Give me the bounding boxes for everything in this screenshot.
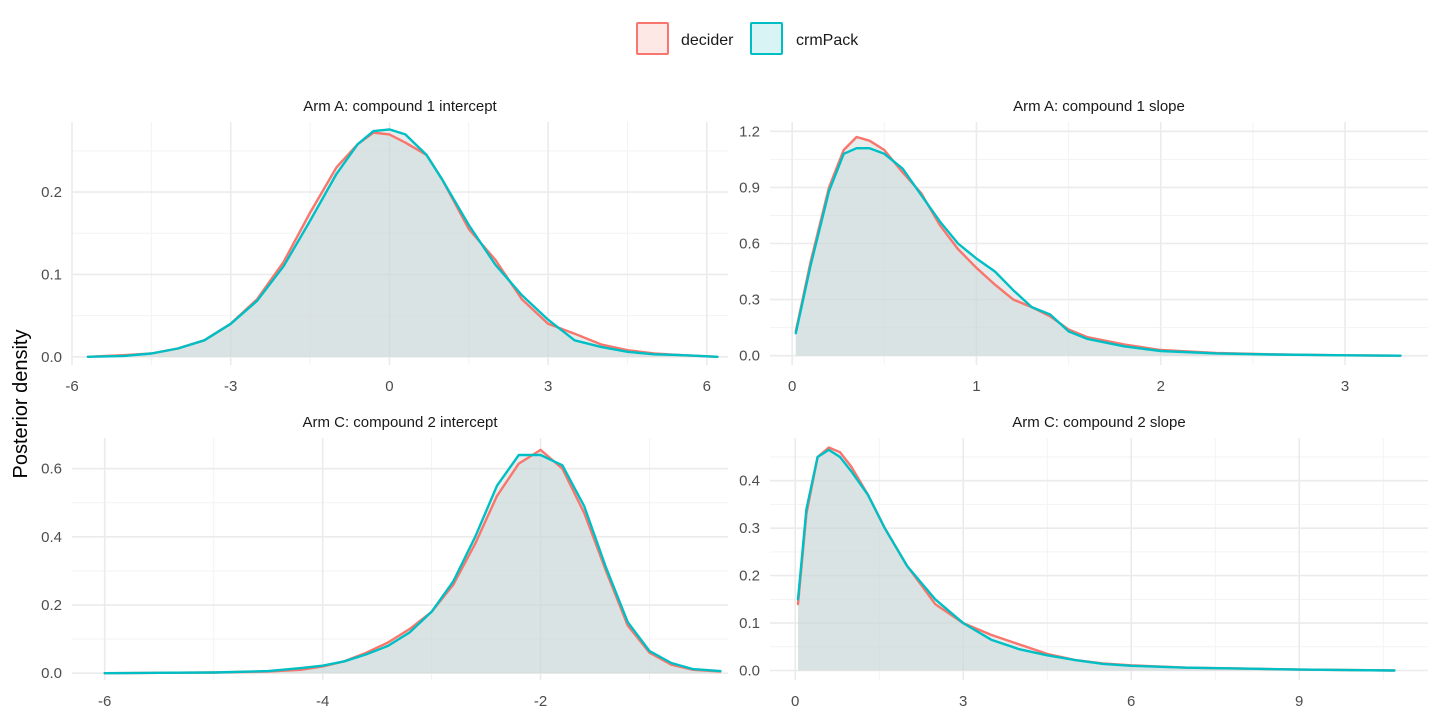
x-tick-label: 9 xyxy=(1295,693,1303,710)
density-area-crmpack xyxy=(104,455,721,674)
panel-3: -6 -4 -2 0.0 0.2 0.4 0.6 Arm C: compound 2 inte… xyxy=(41,414,728,710)
panel-title: Arm C: compound 2 slope xyxy=(1012,414,1185,431)
y-tick-label: 0.3 xyxy=(739,292,760,309)
legend-label-crmpack: crmPack xyxy=(796,32,859,49)
x-tick-label: -4 xyxy=(316,693,329,710)
y-tick-label: 0.0 xyxy=(739,663,760,680)
y-tick-label: 0.2 xyxy=(739,568,760,585)
y-tick-label: 0.4 xyxy=(41,529,62,546)
x-tick-label: 1 xyxy=(972,378,980,395)
y-tick-label: 0.1 xyxy=(41,266,62,283)
y-tick-label: 0.9 xyxy=(739,179,760,196)
legend-key-decider xyxy=(636,22,669,55)
y-tick-label: 0.6 xyxy=(739,236,760,253)
legend: decider crmPack xyxy=(636,22,859,55)
density-area-crmpack xyxy=(795,148,1401,356)
y-tick-label: 1.2 xyxy=(739,123,760,140)
y-axis-title: Posterior density xyxy=(10,330,32,479)
panel-2: 0 1 2 3 0.0 0.3 0.6 0.9 1.2 Arm A: compound 1 slo… xyxy=(739,98,1428,395)
x-tick-label: 6 xyxy=(1127,693,1135,710)
density-area-decider xyxy=(104,449,721,674)
x-tick-label: 0 xyxy=(788,378,796,395)
x-tick-label: 6 xyxy=(703,378,711,395)
density-line-crmpack xyxy=(794,146,1402,357)
legend-key-crmpack xyxy=(750,22,783,55)
x-tick-label: 3 xyxy=(959,693,967,710)
y-tick-label: 0.2 xyxy=(41,597,62,614)
x-tick-label: 2 xyxy=(1157,378,1165,395)
density-area-crmpack xyxy=(87,129,718,357)
x-tick-label: -2 xyxy=(534,693,547,710)
y-tick-label: 0.2 xyxy=(41,184,62,201)
legend-label-decider: decider xyxy=(681,32,734,49)
facet-panels: -6 -3 0 3 6 0.0 0.1 0.2 Arm A: compound 1 interc… xyxy=(41,98,1428,710)
density-area-decider xyxy=(87,132,718,357)
density-area-decider xyxy=(795,137,1401,356)
density-line-crmpack xyxy=(86,128,719,358)
panel-title: Arm A: compound 1 intercept xyxy=(303,98,497,115)
panel-4: 0 3 6 9 0.0 0.1 0.2 0.3 0.4 Arm C: compound 2 slo… xyxy=(739,414,1428,710)
x-tick-label: 3 xyxy=(544,378,552,395)
x-tick-label: -6 xyxy=(65,378,78,395)
density-line-decider xyxy=(103,448,722,675)
y-tick-label: 0.0 xyxy=(41,349,62,366)
density-area-crmpack xyxy=(798,449,1395,671)
x-tick-label: 0 xyxy=(385,378,393,395)
density-line-crmpack xyxy=(103,453,722,675)
x-tick-label: 0 xyxy=(791,693,799,710)
x-tick-label: -3 xyxy=(224,378,237,395)
density-area-decider xyxy=(798,447,1395,671)
panel-title: Arm C: compound 2 intercept xyxy=(302,414,498,431)
x-tick-label: 3 xyxy=(1341,378,1349,395)
y-tick-label: 0.0 xyxy=(41,665,62,682)
x-tick-label: -6 xyxy=(98,693,111,710)
y-tick-label: 0.4 xyxy=(739,473,760,490)
density-line-crmpack xyxy=(796,448,1396,672)
y-tick-label: 0.1 xyxy=(739,615,760,632)
panel-title: Arm A: compound 1 slope xyxy=(1013,98,1185,115)
y-tick-label: 0.6 xyxy=(41,461,62,478)
y-tick-label: 0.0 xyxy=(739,348,760,365)
y-tick-label: 0.3 xyxy=(739,520,760,537)
panel-1: -6 -3 0 3 6 0.0 0.1 0.2 Arm A: compound 1 interc… xyxy=(41,98,728,395)
